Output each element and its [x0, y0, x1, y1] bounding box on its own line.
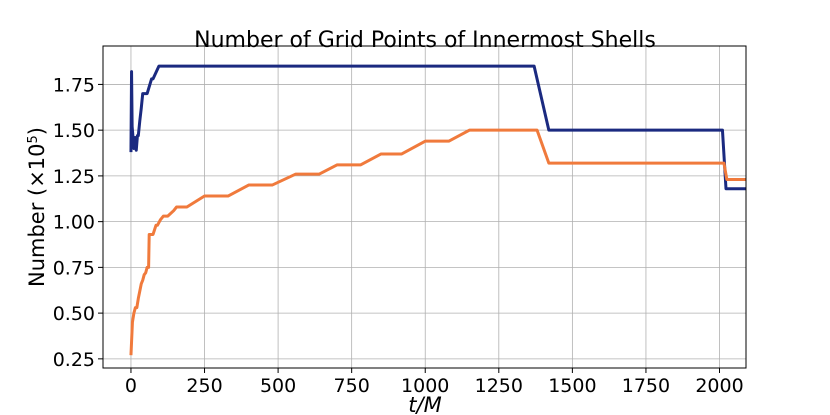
x-tick-label: 1000: [401, 375, 449, 397]
y-tick-label: 0.75: [53, 257, 95, 279]
y-tick-label: 1.50: [53, 120, 95, 142]
axis-ticks: 0 250 500 750 1000 1250 1500 1750 2000 0.25 0.50 0.…: [53, 74, 744, 397]
x-tick-label: 1750: [622, 375, 670, 397]
y-tick-label: 1.25: [53, 166, 95, 188]
x-tick-label: 2000: [695, 375, 743, 397]
y-axis-label: Number (×105): [25, 127, 49, 287]
y-axis-label-main: Number (×10: [25, 143, 49, 287]
series-lines: [129, 64, 746, 356]
series-line-1: [129, 64, 746, 191]
y-axis-label-close: ): [25, 127, 49, 135]
x-tick-label: 1250: [475, 375, 523, 397]
x-tick-label: 1500: [548, 375, 596, 397]
series-line-2: [129, 128, 746, 356]
y-tick-label: 1.75: [53, 74, 95, 96]
y-tick-label: 0.50: [53, 303, 95, 325]
x-tick-label: 500: [260, 375, 296, 397]
y-tick-label: 0.25: [53, 349, 95, 371]
x-axis-label: t/M: [408, 393, 441, 415]
y-axis-label-exponent: 5: [26, 135, 41, 143]
plot-frame: [102, 45, 747, 369]
x-tick-label: 0: [125, 375, 137, 397]
x-tick-label: 750: [334, 375, 370, 397]
y-tick-label: 1.00: [53, 212, 95, 234]
x-tick-label: 250: [186, 375, 222, 397]
grid: [103, 46, 746, 368]
